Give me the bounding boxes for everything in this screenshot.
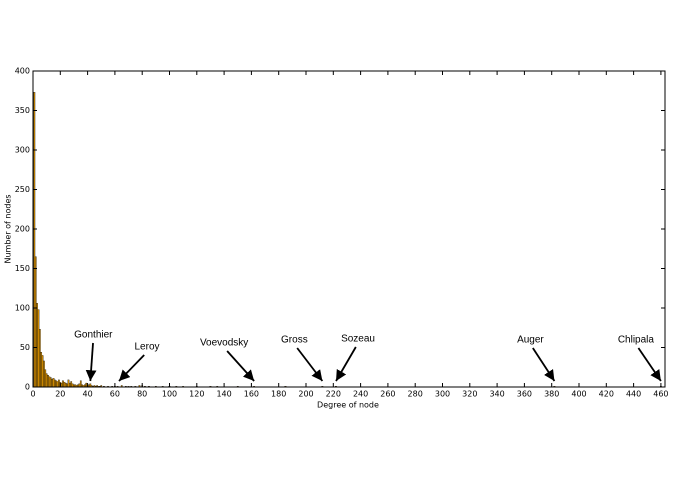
y-tick-label: 200	[15, 225, 30, 234]
bar	[44, 369, 47, 388]
x-tick-label: 280	[408, 390, 423, 399]
x-tick-label: 420	[599, 390, 614, 399]
y-axis-label: Number of nodes	[4, 194, 13, 263]
y-tick-label: 100	[15, 304, 30, 313]
bar	[70, 381, 73, 388]
x-tick-label: 180	[271, 390, 286, 399]
y-tick-label: 300	[15, 146, 30, 155]
annotation: Gonthier	[74, 330, 113, 341]
annotation-arrow	[296, 347, 324, 382]
annotation: Sozeau	[341, 334, 375, 345]
x-tick-label: 300	[435, 390, 450, 399]
annotation-arrow	[335, 346, 357, 382]
bar	[49, 377, 52, 388]
bar	[79, 380, 82, 388]
bar	[43, 360, 45, 388]
x-tick-label: 0	[30, 390, 35, 399]
bar	[63, 382, 66, 388]
bar	[45, 373, 48, 388]
y-tick-label: 150	[15, 264, 30, 273]
y-tick-label: 250	[15, 185, 30, 194]
bar	[47, 374, 49, 388]
x-axis-label: Degree of node	[317, 401, 379, 410]
x-tick-label: 40	[83, 390, 93, 399]
x-tick-label: 100	[162, 390, 177, 399]
bar	[54, 379, 56, 388]
x-tick-label: 400	[571, 390, 586, 399]
y-tick-label: 350	[15, 106, 30, 115]
y-tick-label: 50	[20, 343, 30, 352]
x-tick-label: 120	[189, 390, 204, 399]
annotation: Gross	[281, 335, 308, 346]
y-tick-label: 0	[25, 383, 30, 392]
x-tick-label: 60	[110, 390, 120, 399]
annotation: Chlipala	[618, 335, 655, 346]
bar	[33, 92, 36, 388]
bar	[38, 329, 41, 388]
x-tick-label: 20	[55, 390, 65, 399]
bar	[67, 379, 70, 388]
x-tick-label: 160	[244, 390, 259, 399]
x-tick-label: 440	[626, 390, 641, 399]
x-tick-label: 200	[298, 390, 313, 399]
x-tick-label: 460	[653, 390, 668, 399]
x-tick-label: 340	[489, 390, 504, 399]
annotation: Auger	[517, 335, 544, 346]
x-tick-label: 380	[544, 390, 559, 399]
bar	[62, 380, 64, 388]
bar	[41, 355, 44, 388]
bar	[40, 352, 43, 388]
bar	[64, 382, 67, 388]
annotation-arrow	[532, 347, 556, 382]
bar	[60, 382, 63, 388]
y-tick-label: 400	[15, 67, 30, 76]
annotation-arrow	[85, 342, 97, 382]
x-tick-label: 240	[353, 390, 368, 399]
x-tick-label: 80	[137, 390, 147, 399]
annotation-arrow	[226, 350, 255, 382]
bar	[52, 378, 55, 388]
bar	[56, 381, 59, 388]
bar	[34, 256, 37, 388]
bar	[48, 376, 51, 388]
x-tick-label: 220	[326, 390, 341, 399]
bar	[58, 379, 60, 388]
annotation: Leroy	[134, 342, 159, 353]
annotation: Voevodsky	[200, 338, 248, 349]
bar	[69, 382, 71, 388]
bar	[55, 380, 58, 388]
annotation-arrow	[118, 354, 145, 382]
x-tick-label: 260	[380, 390, 395, 399]
bar	[37, 309, 40, 388]
x-tick-label: 140	[216, 390, 231, 399]
bar	[51, 378, 53, 388]
x-tick-label: 320	[462, 390, 477, 399]
bar	[85, 382, 88, 388]
bar	[36, 303, 38, 388]
annotation-arrow	[637, 347, 662, 382]
x-tick-label: 360	[517, 390, 532, 399]
